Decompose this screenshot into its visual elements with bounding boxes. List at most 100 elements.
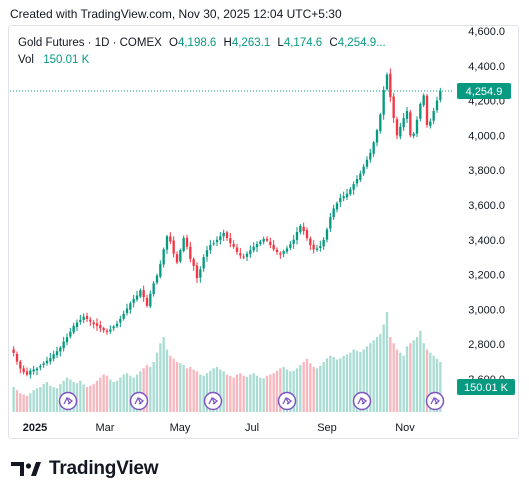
volume-bar — [192, 369, 195, 412]
candle-body — [132, 298, 135, 303]
candle — [99, 320, 102, 333]
candle — [412, 132, 415, 139]
candle-body — [149, 293, 152, 307]
candle-body — [35, 368, 39, 371]
event-marker-icon[interactable] — [58, 391, 78, 411]
event-marker-icon[interactable] — [425, 391, 445, 411]
candle — [319, 240, 322, 252]
candle-body — [229, 238, 232, 244]
volume-bar — [379, 333, 382, 412]
candle — [175, 251, 179, 265]
candle — [245, 251, 249, 262]
candle — [95, 318, 99, 331]
volume-bar — [402, 355, 405, 412]
volume-bar — [432, 355, 435, 412]
candle — [172, 236, 175, 258]
candle-body — [379, 114, 382, 132]
volume-bar — [389, 337, 392, 412]
candle-body — [29, 370, 32, 375]
candle-body — [115, 323, 119, 327]
volume-bars — [12, 312, 442, 412]
candle — [165, 234, 169, 254]
volume-bar — [75, 383, 79, 412]
candle-body — [199, 269, 202, 278]
candle — [222, 229, 225, 242]
candle — [389, 68, 392, 102]
volume-bar — [245, 377, 249, 412]
candle-body — [222, 232, 225, 237]
last-price-text: 4,254.9 — [466, 86, 503, 98]
candle-body — [12, 349, 15, 353]
volume-bar — [282, 367, 285, 412]
volume-label: 150.01 K — [457, 379, 515, 395]
candle-body — [125, 308, 129, 314]
price-tick-label: 2,800.0 — [468, 339, 505, 351]
candle — [112, 325, 115, 332]
chart-frame — [8, 25, 519, 439]
close-label: C — [329, 37, 338, 49]
price-tick-label: 4,400.0 — [468, 61, 505, 73]
volume-bar — [12, 387, 15, 412]
candle-body — [85, 315, 89, 319]
time-tick-label: Nov — [395, 422, 415, 434]
candle-body — [219, 236, 222, 241]
candle — [45, 356, 49, 366]
price-tick-label: 3,200.0 — [468, 270, 505, 282]
event-marker-icon[interactable] — [352, 391, 372, 411]
candle — [272, 240, 275, 252]
tradingview-logo[interactable]: TradingView — [11, 458, 159, 480]
candle-body — [299, 225, 302, 233]
candle — [82, 313, 85, 324]
volume-bar — [32, 390, 35, 412]
candle — [32, 365, 35, 375]
candle-body — [215, 239, 219, 243]
volume-bar — [355, 350, 359, 412]
volume-bar — [262, 378, 265, 412]
volume-bar — [405, 346, 409, 412]
volume-bar — [102, 374, 105, 412]
candle-body — [415, 119, 419, 134]
candle-body — [62, 341, 65, 349]
event-marker-icon[interactable] — [203, 391, 223, 411]
candle-body — [245, 253, 249, 257]
candle-body — [255, 244, 259, 248]
candle — [422, 93, 425, 108]
volume-bar — [412, 340, 415, 412]
open-value: 4,198.6 — [177, 37, 217, 49]
volume-bar — [165, 349, 169, 412]
candle-body — [205, 250, 209, 257]
volume-bar — [285, 369, 289, 412]
candle-body — [169, 236, 172, 242]
candle — [139, 288, 142, 299]
candle — [289, 240, 292, 251]
volume-bar — [272, 373, 275, 412]
candle — [229, 232, 232, 248]
candle — [312, 240, 315, 254]
volume-bar — [259, 377, 262, 412]
candle — [152, 281, 155, 297]
volume-bar — [252, 373, 255, 412]
candle — [392, 92, 395, 123]
volume-bar — [305, 358, 309, 412]
volume-bar — [155, 352, 159, 412]
volume-bar — [279, 368, 282, 412]
event-marker-icon[interactable] — [277, 391, 297, 411]
price-axis: 4,600.04,400.04,200.04,000.03,800.03,600… — [468, 26, 505, 386]
candle — [372, 140, 375, 158]
candle-body — [105, 330, 109, 333]
volume-bar — [175, 362, 179, 412]
candle-body — [185, 237, 189, 247]
event-marker-icon[interactable] — [129, 391, 149, 411]
volume-bar — [179, 363, 182, 412]
candle-body — [119, 318, 122, 323]
volume-bar — [142, 368, 145, 412]
volume-bar — [235, 374, 239, 412]
candle-body — [212, 243, 215, 245]
candle — [402, 112, 405, 131]
candle — [415, 116, 419, 138]
price-tick-label: 3,600.0 — [468, 200, 505, 212]
candle-body — [112, 326, 115, 329]
candle — [145, 294, 149, 308]
candle — [419, 102, 422, 122]
